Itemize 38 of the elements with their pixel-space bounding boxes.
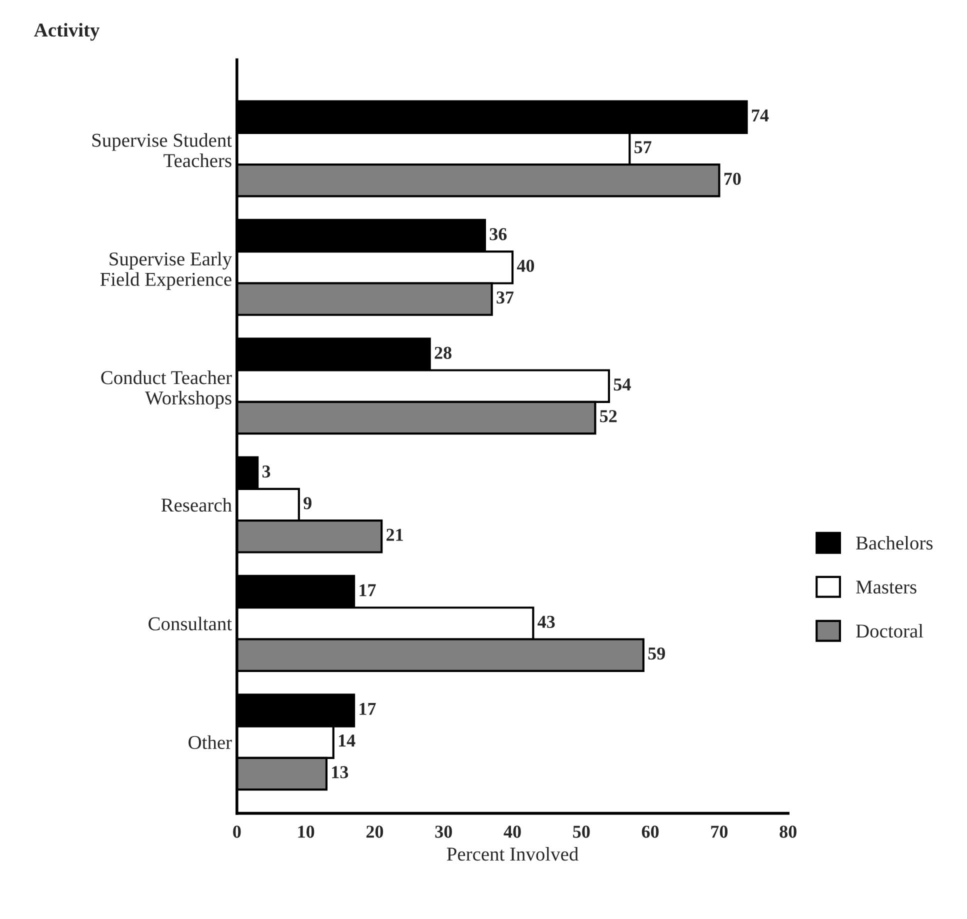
data-label: 36 [490, 228, 507, 240]
data-label: 14 [338, 734, 356, 746]
data-label: 28 [434, 346, 452, 359]
data-label: 40 [516, 260, 534, 272]
legend-label: Masters [856, 580, 916, 594]
data-label: 9 [304, 497, 312, 510]
x-tick-label: 0 [233, 826, 241, 838]
x-tick-label: 30 [435, 826, 452, 838]
data-label: 21 [386, 528, 403, 541]
data-label: 13 [332, 766, 348, 778]
data-label: 59 [648, 647, 665, 660]
x-tick-label: 40 [504, 826, 521, 838]
x-tick-label: 50 [573, 826, 590, 838]
y-tick-label: Conduct Teacher Workshops [101, 370, 232, 408]
y-tick-label: Supervise Student Teachers [92, 133, 232, 168]
data-label: 43 [538, 616, 555, 628]
data-label: 37 [496, 291, 514, 304]
y-axis-title: Activity [34, 22, 100, 41]
data-label: 70 [724, 172, 741, 185]
legend-label: Doctoral [856, 624, 924, 638]
x-tick-label: 80 [780, 826, 796, 838]
y-tick-label: Other [188, 735, 232, 750]
y-tick-label: Consultant [148, 616, 232, 630]
y-tick-label: Supervise Early Field Experience [100, 252, 232, 290]
data-label: 17 [360, 702, 376, 715]
x-tick-label: 10 [298, 826, 314, 838]
data-label: 57 [634, 141, 652, 154]
data-label: 52 [600, 410, 617, 422]
data-label: 54 [614, 378, 631, 391]
data-label: 74 [752, 110, 769, 122]
y-tick-label: Research [161, 498, 232, 512]
legend-label: Bachelors [856, 536, 933, 550]
x-axis-title: Percent Involved [446, 847, 578, 861]
x-tick-label: 20 [366, 826, 384, 838]
data-label: 17 [360, 584, 376, 596]
data-label: 3 [262, 466, 270, 478]
x-tick-label: 60 [642, 826, 659, 838]
x-tick-label: 70 [711, 826, 728, 838]
